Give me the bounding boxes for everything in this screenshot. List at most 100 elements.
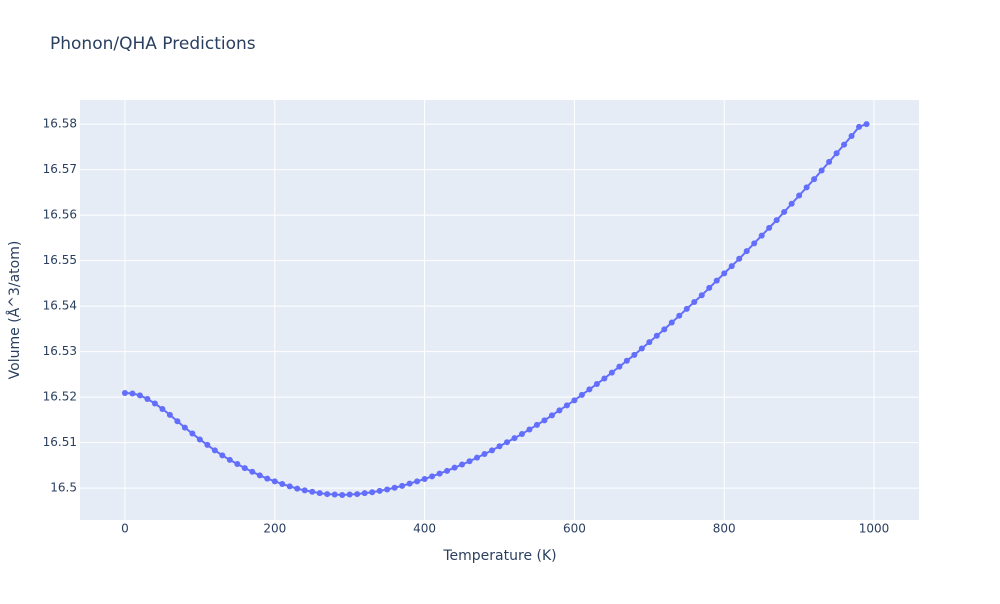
marker	[503, 439, 510, 446]
marker	[369, 489, 376, 496]
marker	[316, 490, 323, 497]
marker	[661, 326, 668, 333]
marker	[706, 284, 713, 291]
marker	[421, 476, 428, 483]
marker	[773, 217, 780, 224]
marker	[196, 436, 203, 443]
marker	[646, 339, 653, 346]
marker	[204, 441, 211, 448]
marker	[361, 490, 368, 497]
marker	[339, 491, 346, 498]
marker	[474, 454, 481, 461]
marker	[668, 319, 675, 326]
marker	[518, 430, 525, 437]
marker	[436, 470, 443, 477]
marker	[151, 400, 158, 407]
x-tick-label: 200	[263, 522, 286, 536]
marker	[399, 482, 406, 489]
marker	[136, 392, 143, 399]
marker	[563, 402, 570, 409]
marker	[459, 461, 466, 468]
marker	[833, 150, 840, 157]
marker	[181, 424, 188, 431]
marker	[601, 375, 608, 382]
y-tick-label: 16.54	[43, 299, 77, 313]
marker	[354, 491, 361, 498]
marker	[796, 192, 803, 199]
marker	[826, 158, 833, 165]
marker	[593, 380, 600, 387]
marker	[743, 248, 750, 255]
marker	[818, 167, 825, 174]
plot-area	[80, 100, 919, 520]
marker	[578, 391, 585, 398]
x-axis-title: Temperature (K)	[442, 548, 556, 564]
x-tick-label: 0	[121, 522, 129, 536]
marker	[616, 363, 623, 370]
marker	[489, 447, 496, 454]
marker	[863, 121, 870, 128]
marker	[781, 208, 788, 215]
marker	[444, 467, 451, 474]
marker	[511, 435, 518, 442]
marker	[189, 430, 196, 437]
marker	[728, 263, 735, 270]
marker	[451, 464, 458, 471]
marker	[301, 487, 308, 494]
marker	[121, 390, 128, 397]
marker	[788, 200, 795, 207]
y-axis-title: Volume (Å^3/atom)	[6, 241, 23, 380]
marker	[376, 487, 383, 494]
marker	[571, 397, 578, 404]
marker	[533, 421, 540, 428]
y-tick-label: 16.57	[43, 162, 77, 176]
chart-title: Phonon/QHA Predictions	[50, 34, 256, 54]
marker	[346, 491, 353, 498]
marker	[406, 480, 413, 487]
marker	[309, 488, 316, 495]
marker	[691, 299, 698, 306]
marker	[683, 305, 690, 312]
marker	[264, 475, 271, 482]
marker	[271, 478, 278, 485]
marker	[751, 240, 758, 247]
marker	[848, 132, 855, 139]
x-tick-label: 400	[413, 522, 436, 536]
marker	[226, 456, 233, 463]
marker	[324, 491, 331, 498]
line	[124, 123, 867, 496]
marker	[856, 123, 863, 130]
marker	[811, 176, 818, 183]
marker	[429, 473, 436, 480]
marker	[638, 345, 645, 352]
x-tick-label: 600	[563, 522, 586, 536]
marker	[384, 486, 391, 493]
marker	[211, 447, 218, 454]
y-tick-label: 16.58	[43, 117, 77, 131]
y-tick-label: 16.5	[50, 481, 77, 495]
marker	[279, 481, 286, 488]
marker	[129, 390, 136, 397]
marker	[803, 184, 810, 191]
marker	[234, 461, 241, 468]
marker	[144, 395, 151, 402]
marker	[526, 426, 533, 433]
marker	[653, 332, 660, 339]
marker	[286, 483, 293, 490]
marker	[159, 405, 166, 412]
marker	[166, 411, 173, 418]
marker	[219, 452, 226, 459]
marker	[766, 224, 773, 231]
marker	[256, 472, 263, 479]
marker	[414, 478, 421, 485]
y-tick-label: 16.56	[43, 208, 77, 222]
marker	[481, 451, 488, 458]
y-tick-label: 16.53	[43, 344, 77, 358]
marker	[556, 407, 563, 414]
marker	[496, 443, 503, 450]
marker	[548, 412, 555, 419]
marker	[631, 351, 638, 358]
marker	[241, 465, 248, 472]
marker	[466, 458, 473, 465]
